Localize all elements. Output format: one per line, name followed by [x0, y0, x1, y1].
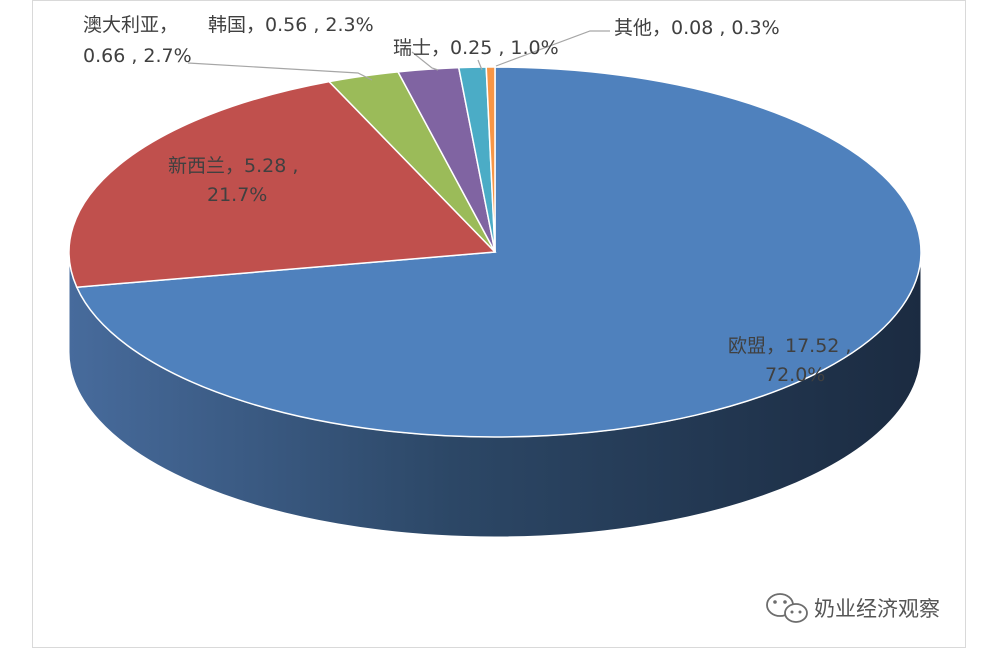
wechat-icon [766, 593, 808, 623]
leader-line-australia [187, 62, 373, 81]
label-eu-line1: 欧盟，17.52 , [728, 335, 851, 357]
watermark-text: 奶业经济观察 [814, 597, 940, 621]
watermark: 奶业经济观察 [766, 593, 940, 623]
label-eu-line2: 72.0% [765, 364, 825, 386]
pie-slice-0 [75, 66, 922, 438]
pie-slice-5 [485, 66, 496, 253]
pie-slice-1 [68, 80, 497, 289]
label-nz-line1: 新西兰，5.28 , [168, 155, 298, 177]
label-swiss: 瑞士，0.25 , 1.0% [393, 37, 559, 59]
label-other: 其他，0.08 , 0.3% [614, 17, 780, 39]
label-korea: 韩国，0.56 , 2.3% [208, 14, 374, 36]
leader-line-swiss [477, 59, 483, 71]
label-australia-line1: 澳大利亚， [83, 14, 178, 36]
pie-slices [68, 66, 922, 438]
label-nz-line2: 21.7% [207, 184, 267, 206]
leader-line-korea [411, 51, 439, 71]
leader-line-other [495, 30, 610, 67]
label-australia-line2: 0.66 , 2.7% [83, 45, 192, 67]
